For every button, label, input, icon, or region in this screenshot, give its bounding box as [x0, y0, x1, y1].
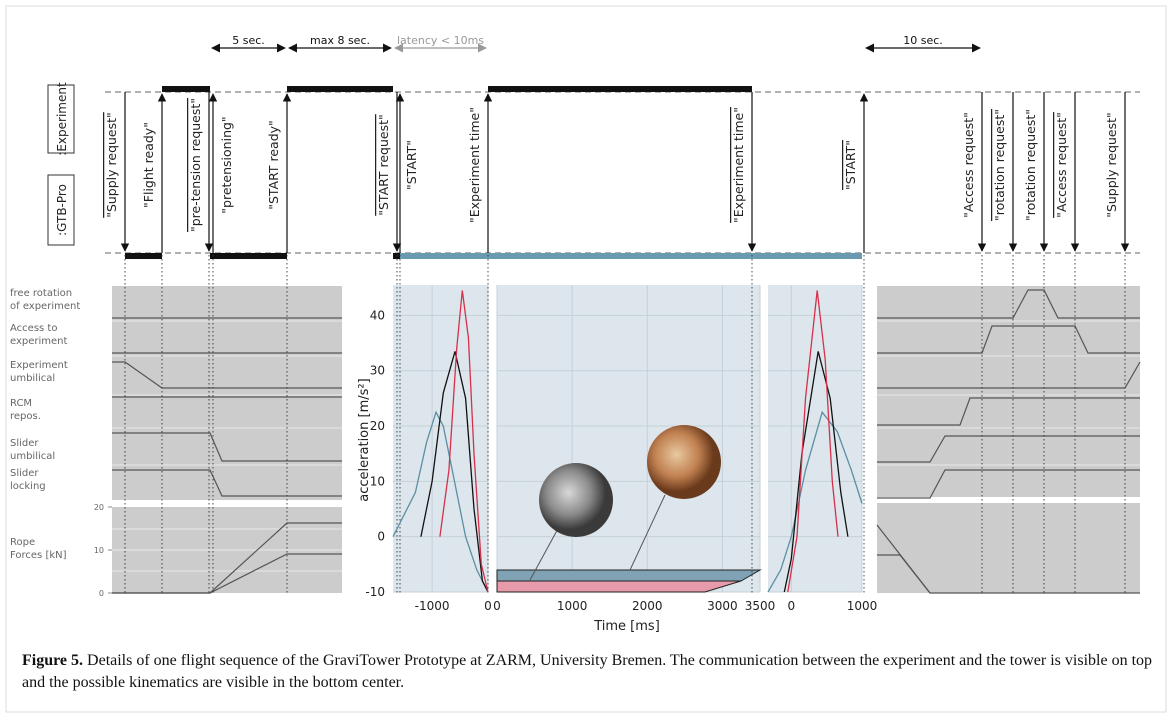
row-label: free rotation: [10, 288, 72, 299]
signal-label: "rotation request": [1023, 109, 1038, 221]
row-label: locking: [10, 481, 46, 492]
lane-box: [47, 174, 75, 246]
x-tick-label: 0: [788, 599, 796, 613]
row-label: umbilical: [10, 373, 55, 384]
kinematics: [393, 285, 863, 593]
acceleration-curve: [787, 290, 839, 593]
acceleration-curve: [392, 410, 489, 593]
signal-label: "pretensioning": [219, 116, 234, 213]
x-tick-label: 3500: [745, 599, 776, 613]
row-label: Slider: [10, 438, 39, 449]
x-tick-label: -1000: [415, 599, 450, 613]
weightlessness-bars: [496, 425, 762, 593]
lane-label: :GTB-Pro: [55, 184, 69, 236]
signal-label: "Supply request": [104, 112, 119, 218]
plot-panel: [393, 285, 488, 592]
y-tick-label: 10: [94, 546, 104, 555]
x-axis-label: Time [ms]: [593, 619, 660, 634]
signal-label: "START ready": [266, 120, 281, 210]
row-label: Rope: [10, 537, 35, 548]
lane-label: :Experiment: [55, 82, 69, 156]
x-tick-label: 0: [484, 599, 492, 613]
state-panel: [112, 286, 342, 500]
row-label: Forces [kN]: [10, 550, 67, 561]
row-label: Access to: [10, 323, 57, 334]
signal-label: "Supply request": [1104, 112, 1119, 218]
signal-label: "START": [843, 140, 858, 190]
signal-label: "START": [404, 140, 419, 190]
y-tick-label: 0: [377, 530, 385, 544]
acceleration-curve: [783, 351, 849, 593]
row-label: umbilical: [10, 451, 55, 462]
signal-label: "Flight ready": [141, 122, 156, 208]
row-label: Experiment: [10, 360, 68, 371]
y-tick-label: 10: [370, 474, 385, 488]
caption-label: Figure 5.: [22, 652, 84, 669]
signal-label: "rotation request": [992, 109, 1007, 221]
state-traces: [112, 289, 1141, 594]
lane-box: [47, 84, 75, 154]
duration-label: latency < 10ms: [397, 34, 484, 47]
row-label: Slider: [10, 468, 39, 479]
row-label: of experiment: [10, 301, 80, 312]
y-tick-label: 20: [94, 503, 104, 512]
y-tick-label: -10: [365, 585, 385, 599]
signal-label: "Access request": [961, 112, 976, 218]
acceleration-curve: [767, 410, 863, 593]
x-tick-label: 1000: [847, 599, 878, 613]
signal-label: "Experiment time": [467, 107, 482, 223]
signal-label: "START request": [376, 114, 391, 216]
x-tick-label: 1000: [557, 599, 588, 613]
frame: [5, 5, 1167, 713]
plot-panel: [497, 285, 760, 592]
duration-label: 5 sec.: [232, 34, 265, 47]
state-panel: [877, 286, 1140, 593]
signal-label: "Access request": [1054, 112, 1069, 218]
signal-label: "Experiment time": [731, 107, 746, 223]
y-tick-label: 0: [99, 589, 104, 598]
x-tick-label: 2000: [632, 599, 663, 613]
y-axis-label: acceleration [m/s²]: [357, 378, 372, 501]
caption-text: Details of one flight sequence of the Gr…: [22, 652, 1153, 691]
row-label: experiment: [10, 336, 68, 347]
y-tick-label: 30: [370, 364, 385, 378]
duration-label: 10 sec.: [903, 34, 943, 47]
y-tick-label: 40: [370, 308, 385, 322]
duration-label: max 8 sec.: [310, 34, 370, 47]
signal-label: "pre-tension request": [188, 98, 203, 232]
acceleration-curve: [420, 351, 489, 593]
x-tick-label: 0: [493, 599, 501, 613]
row-separators: [112, 320, 1140, 572]
y-tick-label: 20: [370, 419, 385, 433]
acceleration-curve: [439, 290, 489, 593]
caption: Figure 5. Details of one flight sequence…: [22, 650, 1152, 694]
bars: [125, 86, 862, 259]
row-label: RCM: [10, 398, 32, 409]
row-label: repos.: [10, 411, 41, 422]
x-tick-label: 3000: [707, 599, 738, 613]
